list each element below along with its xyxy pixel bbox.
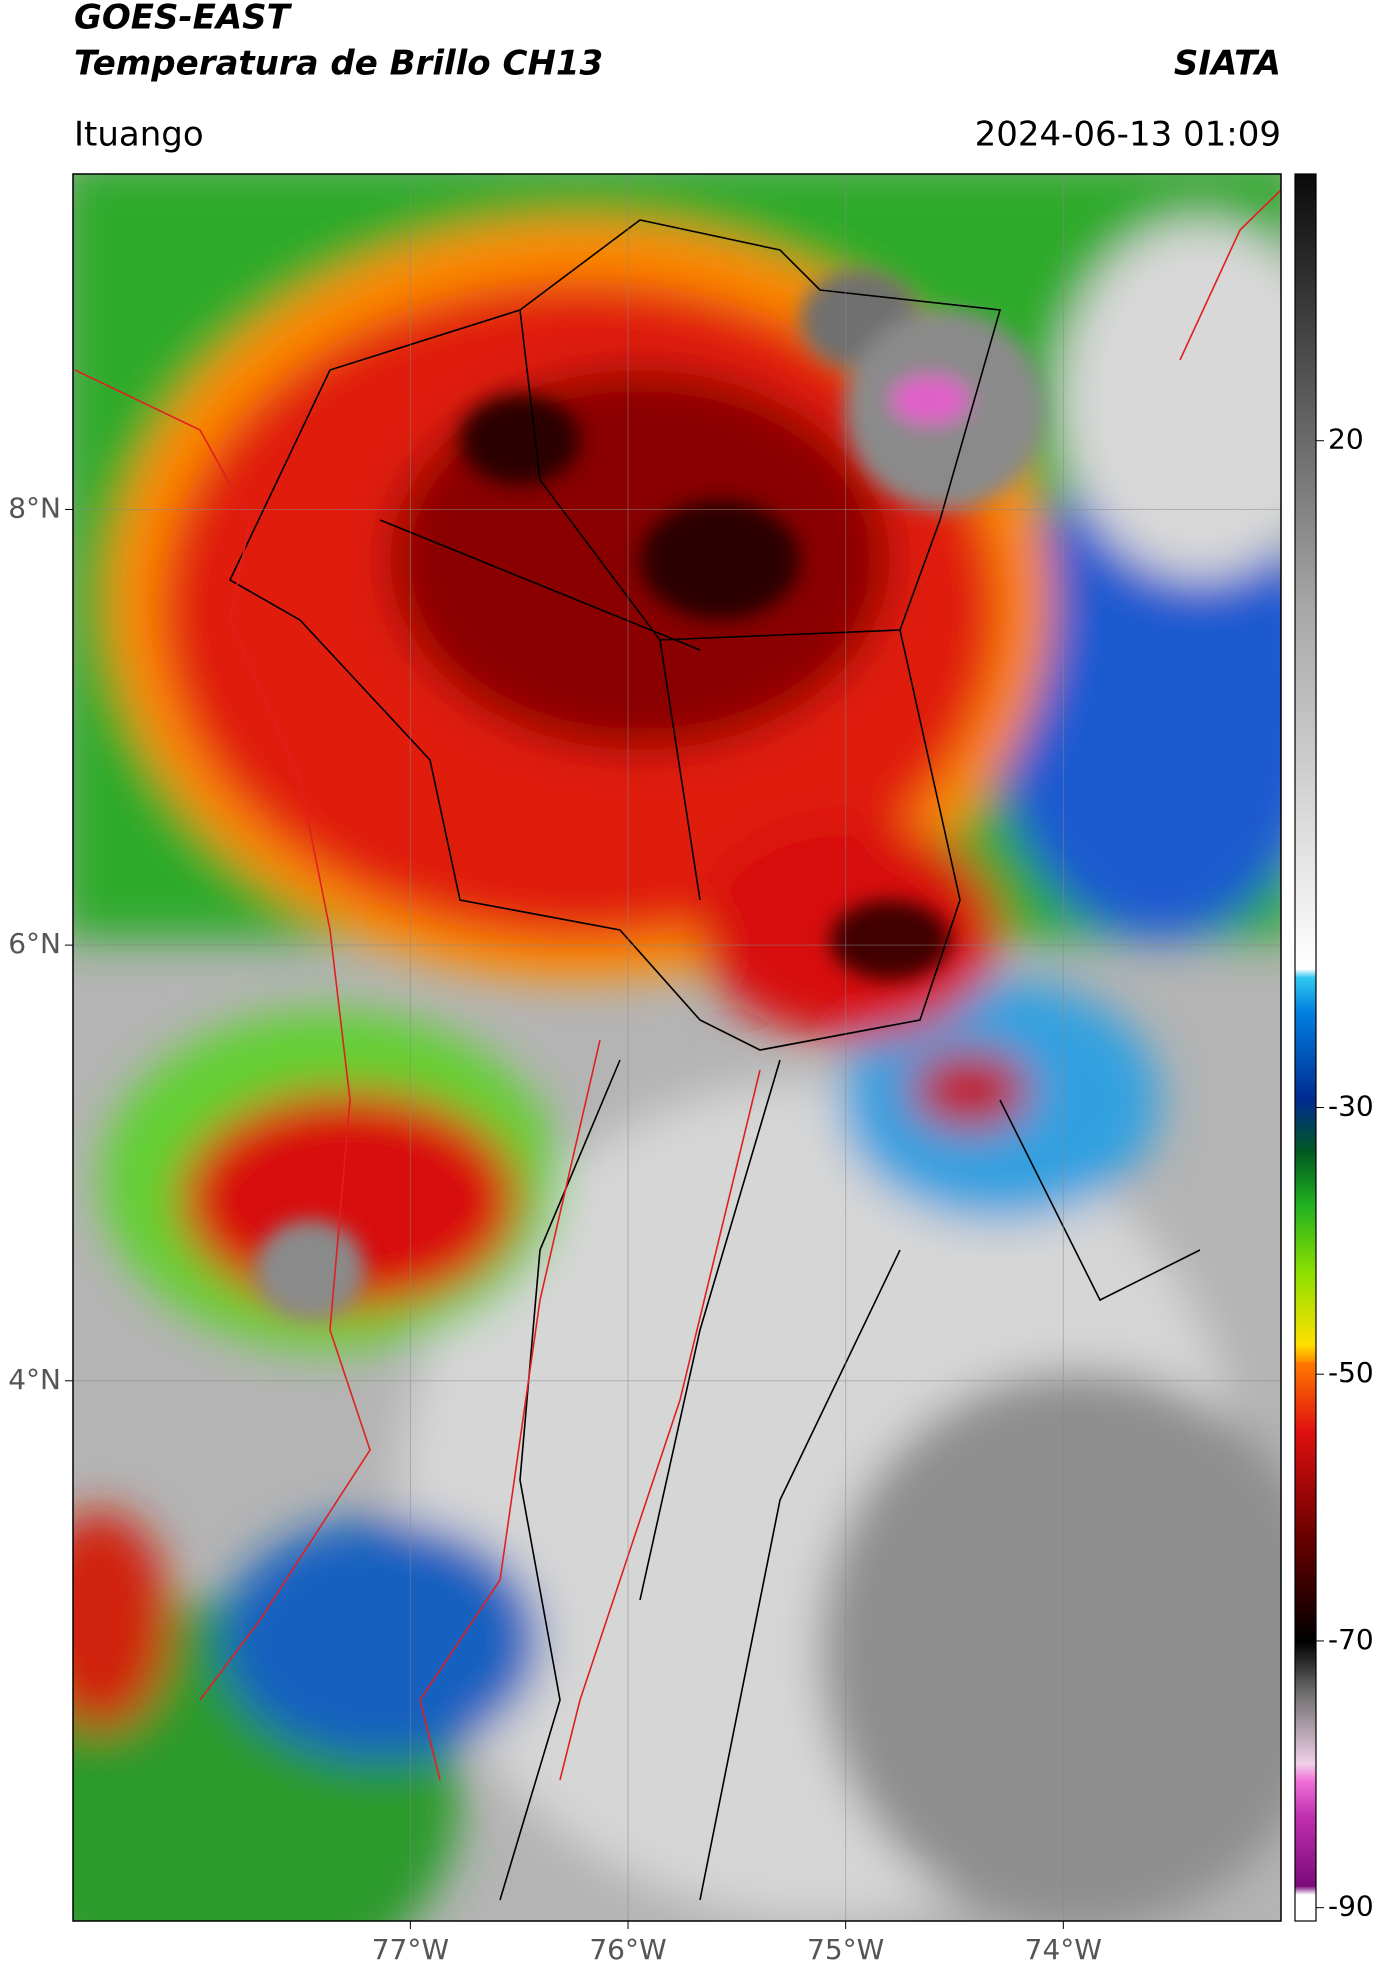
lat-tick-label: 4°N <box>8 1363 61 1396</box>
colorbar-tick-label: -90 <box>1328 1890 1374 1923</box>
satellite-image <box>73 174 1281 1921</box>
location: Ituango <box>74 115 204 155</box>
source: SIATA <box>1174 44 1281 84</box>
datetime: 2024-06-13 01:09 <box>975 115 1281 155</box>
lon-tick-label: 76°W <box>589 1933 666 1966</box>
colorbar-tick-label: -30 <box>1328 1090 1374 1123</box>
colorbar-tick-label: -70 <box>1328 1623 1374 1656</box>
map-frame <box>72 173 1282 1922</box>
graticule <box>73 174 1281 1921</box>
colorbar-tick-label: -50 <box>1328 1356 1374 1389</box>
colorbar <box>1294 173 1317 1922</box>
title-line2: Temperatura de Brillo CH13 <box>74 44 603 84</box>
lon-tick-label: 77°W <box>372 1933 449 1966</box>
lat-tick-label: 8°N <box>8 491 61 524</box>
title-line1: GOES-EAST <box>74 0 293 38</box>
colorbar-tick-label: 20 <box>1328 423 1364 456</box>
lon-tick-label: 75°W <box>807 1933 884 1966</box>
lat-tick-label: 6°N <box>8 927 61 960</box>
lon-tick-label: 74°W <box>1025 1933 1102 1966</box>
